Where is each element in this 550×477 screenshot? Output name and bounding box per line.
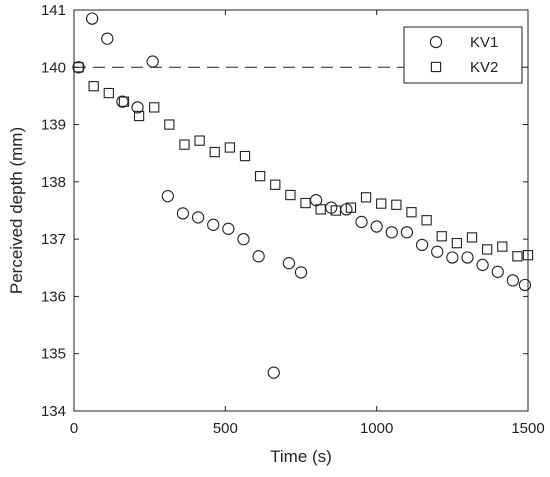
kv2-point <box>254 170 266 182</box>
kv2-point <box>315 204 326 215</box>
kv2-point <box>522 250 534 261</box>
plot-frame <box>73 9 529 412</box>
kv1-point <box>518 278 532 292</box>
x-tick-label: 0 <box>70 420 78 437</box>
kv1-point <box>237 232 250 246</box>
kv2-point <box>451 238 463 249</box>
kv1-point <box>309 194 323 207</box>
kv2-point <box>406 207 417 218</box>
kv1-point <box>267 366 280 379</box>
kv1-point <box>191 211 205 224</box>
kv2-point <box>345 202 357 213</box>
kv2-point <box>194 135 205 146</box>
kv1-point <box>86 12 99 25</box>
x-tick-label: 500 <box>213 420 238 437</box>
kv1-point <box>294 266 308 279</box>
kv1-point <box>506 274 520 287</box>
y-tick-label: 137 <box>41 231 66 248</box>
y-tick-label: 140 <box>41 59 66 76</box>
y-tick-label: 141 <box>41 2 66 19</box>
y-tick-label: 138 <box>41 174 66 191</box>
kv1-point <box>282 257 296 270</box>
legend-label-kv1: KV1 <box>470 34 498 51</box>
kv2-point <box>179 139 190 150</box>
kv2-point <box>149 102 160 113</box>
kv2-point <box>497 241 508 252</box>
kv2-point <box>164 119 175 130</box>
kv1-point <box>370 220 383 233</box>
kv1-point <box>176 207 190 220</box>
kv2-point <box>103 87 114 99</box>
kv1-point <box>222 222 235 235</box>
kv1-point <box>431 245 444 258</box>
kv2-point <box>466 232 478 243</box>
kv2-point <box>436 231 447 242</box>
x-tick-label: 1000 <box>360 420 393 437</box>
kv1-point <box>491 265 504 278</box>
y-axis-label: Perceived depth (mm) <box>7 127 26 294</box>
kv2-point <box>209 146 220 158</box>
kv1-point <box>415 238 429 252</box>
kv2-point <box>224 142 236 153</box>
legend-box <box>403 26 523 84</box>
kv2-point <box>481 244 493 255</box>
legend-marker-kv1 <box>429 35 443 49</box>
kv1-point <box>476 258 489 272</box>
kv2-point <box>330 205 341 216</box>
kv1-point <box>161 190 174 203</box>
kv1-point <box>72 61 85 74</box>
x-axis-label: Time (s) <box>270 447 332 466</box>
kv2-point <box>239 150 251 162</box>
axes-layer: 0 500 1000 1500 134 135 136 137 138 139 140 141 Time… <box>7 2 545 466</box>
kv2-point <box>88 81 99 92</box>
kv1-point <box>385 226 398 239</box>
legend-label-kv2: KV2 <box>470 59 498 76</box>
kv1-point <box>207 218 220 231</box>
kv1-point <box>355 215 368 229</box>
kv1-point <box>461 251 474 264</box>
kv1-point <box>400 226 414 239</box>
y-tick-label: 134 <box>41 403 66 420</box>
y-tick-label: 139 <box>41 117 66 134</box>
kv2-point <box>300 197 311 209</box>
kv2-point <box>133 110 145 122</box>
kv1-point <box>146 55 159 68</box>
kv2-point <box>360 192 372 203</box>
y-tick-label: 136 <box>41 288 66 305</box>
x-tick-label: 1500 <box>511 420 544 437</box>
kv1-point <box>116 95 129 108</box>
y-tick-label: 135 <box>41 346 66 363</box>
legend-marker-kv2 <box>430 61 442 73</box>
kv1-point <box>252 250 265 263</box>
kv1-point <box>446 251 459 264</box>
kv2-point <box>73 62 84 73</box>
series-kv2 <box>73 62 534 262</box>
data-points-layer <box>72 12 534 379</box>
kv1-point <box>101 32 114 45</box>
kv2-point <box>421 215 432 226</box>
kv2-point <box>512 251 523 262</box>
kv2-point <box>285 189 296 201</box>
kv2-point <box>391 199 402 210</box>
kv2-point <box>118 96 130 107</box>
kv2-point <box>376 198 387 209</box>
kv1-point <box>131 101 144 114</box>
kv2-point <box>270 179 281 190</box>
